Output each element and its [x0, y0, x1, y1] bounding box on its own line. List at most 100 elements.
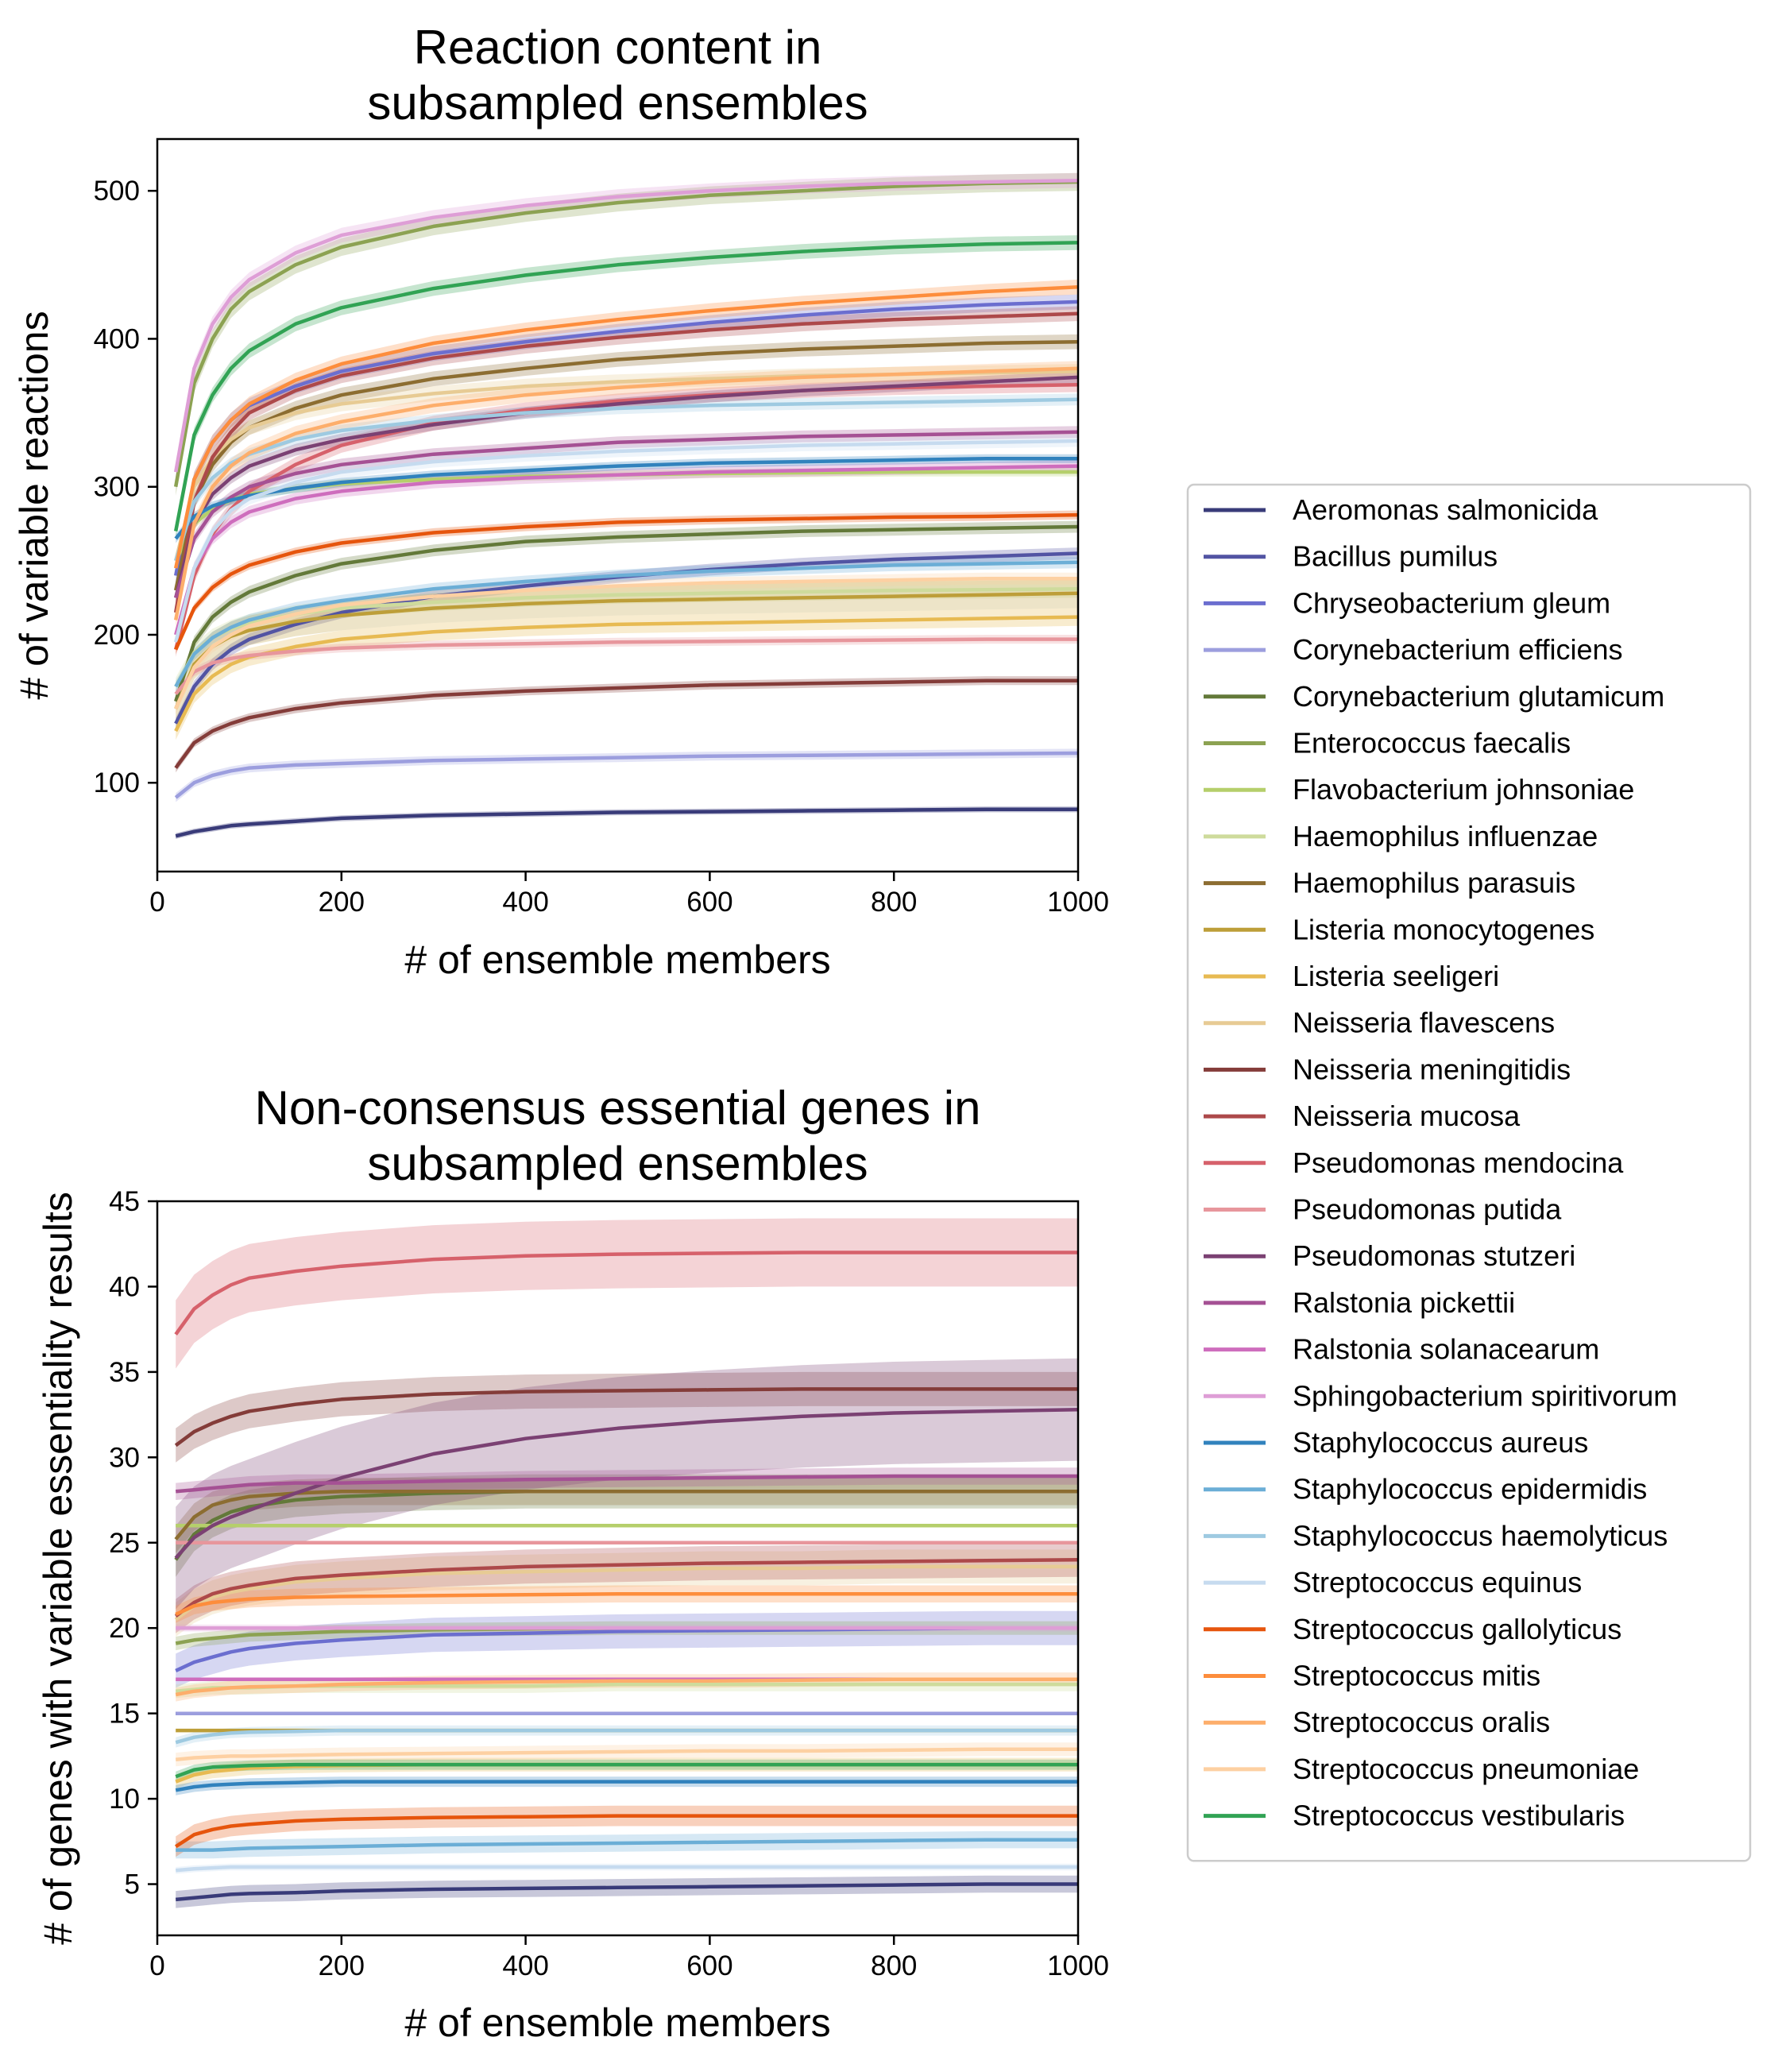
y-tick-label: 40 — [109, 1271, 140, 1302]
band-staphylococcus-epidermidis — [176, 556, 1079, 693]
band-streptococcus-pneumoniae — [176, 1742, 1079, 1767]
plot-area — [173, 172, 1079, 839]
legend-label-streptococcus-gallolyticus: Streptococcus gallolyticus — [1293, 1613, 1621, 1645]
band-corynebacterium-glutamicum — [176, 1474, 1079, 1577]
line-aeromonas-salmonicida — [175, 1882, 1078, 1902]
line-streptococcus-pneumoniae — [174, 576, 1078, 710]
line-staphylococcus-epidermidis — [176, 1838, 1078, 1852]
legend-label-streptococcus-pneumoniae: Streptococcus pneumoniae — [1293, 1753, 1639, 1785]
x-tick-label: 400 — [502, 1950, 548, 1981]
legend-label-bacillus-pumilus: Bacillus pumilus — [1293, 540, 1498, 573]
line-aeromonas-salmonicida — [175, 807, 1078, 838]
line-haemophilus-parasuis — [174, 1490, 1078, 1540]
line-staphylococcus-haemolyticus — [174, 397, 1079, 562]
legend-frame — [1186, 483, 1752, 1862]
band-neisseria-mucosa — [176, 1542, 1079, 1633]
y-tick-label: 300 — [94, 472, 140, 503]
y-tick-label: 25 — [109, 1528, 140, 1559]
legend-label-streptococcus-mitis: Streptococcus mitis — [1293, 1660, 1540, 1692]
y-tick-label: 5 — [125, 1869, 140, 1900]
legend-label-pseudomonas-mendocina: Pseudomonas mendocina — [1293, 1146, 1624, 1179]
legend-label-haemophilus-parasuis: Haemophilus parasuis — [1293, 867, 1575, 899]
band-haemophilus-parasuis — [176, 1478, 1079, 1553]
legend-label-enterococcus-faecalis: Enterococcus faecalis — [1293, 727, 1571, 760]
line-haemophilus-parasuis — [173, 339, 1079, 591]
line-streptococcus-gallolyticus — [174, 1814, 1078, 1849]
line-neisseria-mucosa — [173, 311, 1079, 613]
x-tick-label: 1000 — [1047, 1950, 1109, 1981]
legend-label-corynebacterium-efficiens: Corynebacterium efficiens — [1293, 633, 1623, 666]
band-listeria-seeligeri — [176, 608, 1079, 740]
legend-label-corynebacterium-glutamicum: Corynebacterium glutamicum — [1293, 680, 1664, 713]
line-corynebacterium-glutamicum — [174, 524, 1079, 702]
line-pseudomonas-stutzeri — [174, 375, 1079, 598]
legend-label-streptococcus-equinus: Streptococcus equinus — [1293, 1566, 1582, 1598]
legend-label-staphylococcus-haemolyticus: Staphylococcus haemolyticus — [1293, 1519, 1668, 1552]
line-staphylococcus-epidermidis — [174, 560, 1079, 688]
axes-frame — [156, 137, 1080, 873]
y-tick-label: 45 — [109, 1186, 140, 1217]
legend-label-chryseobacterium-gleum: Chryseobacterium gleum — [1293, 586, 1610, 619]
y-tick-label: 20 — [109, 1613, 140, 1644]
x-tick-label: 400 — [502, 887, 548, 918]
legend-label-listeria-seeligeri: Listeria seeligeri — [1293, 960, 1499, 992]
band-listeria-monocytogenes — [176, 578, 1079, 724]
band-neisseria-meningitidis — [176, 676, 1079, 773]
line-neisseria-flavescens — [174, 1564, 1078, 1622]
chart-title-line: subsampled ensembles — [367, 76, 868, 130]
x-axis-label: # of ensemble members — [404, 2000, 830, 2045]
line-neisseria-meningitidis — [174, 678, 1078, 769]
chart-title-line: Non-consensus essential genes in — [255, 1081, 981, 1135]
x-tick-label: 600 — [686, 887, 732, 918]
line-neisseria-meningitidis — [174, 1387, 1078, 1448]
x-tick-label: 0 — [149, 1950, 164, 1981]
band-pseudomonas-mendocina — [176, 1218, 1079, 1369]
line-streptococcus-pneumoniae — [175, 1747, 1078, 1761]
legend-label-ralstonia-pickettii: Ralstonia pickettii — [1293, 1286, 1515, 1319]
line-staphylococcus-aureus — [175, 1780, 1078, 1792]
essential-genes-chart: Non-consensus essential genes insubsampl… — [36, 1081, 1109, 2045]
legend-label-pseudomonas-putida: Pseudomonas putida — [1293, 1193, 1562, 1226]
line-ralstonia-pickettii — [175, 1474, 1078, 1494]
x-tick-label: 0 — [149, 887, 164, 918]
line-pseudomonas-mendocina — [174, 1251, 1078, 1336]
line-streptococcus-gallolyticus — [174, 512, 1079, 651]
line-streptococcus-vestibularis — [175, 1762, 1078, 1779]
y-tick-label: 15 — [109, 1699, 140, 1730]
y-tick-label: 100 — [94, 767, 140, 798]
y-tick-label: 200 — [94, 620, 140, 651]
y-tick-label: 30 — [109, 1442, 140, 1473]
line-enterococcus-faecalis — [173, 180, 1079, 488]
x-tick-label: 1000 — [1047, 887, 1109, 918]
legend-label-staphylococcus-epidermidis: Staphylococcus epidermidis — [1293, 1473, 1647, 1506]
band-pseudomonas-stutzeri — [176, 1358, 1079, 1610]
line-staphylococcus-aureus — [174, 457, 1078, 540]
legend-label-listeria-monocytogenes: Listeria monocytogenes — [1293, 913, 1594, 945]
line-ralstonia-solanacearum — [174, 464, 1079, 636]
legend-label-flavobacterium-johnsoniae: Flavobacterium johnsoniae — [1293, 773, 1634, 806]
band-streptococcus-mitis — [176, 279, 1079, 576]
line-pseudomonas-stutzeri — [174, 1407, 1079, 1560]
line-neisseria-mucosa — [174, 1558, 1079, 1618]
legend-label-neisseria-flavescens: Neisseria flavescens — [1293, 1007, 1555, 1039]
x-tick-label: 200 — [319, 1950, 365, 1981]
y-tick-label: 10 — [109, 1784, 140, 1815]
legend-label-streptococcus-oralis: Streptococcus oralis — [1293, 1706, 1550, 1738]
legend-label-sphingobacterium-spiritivorum: Sphingobacterium spiritivorum — [1293, 1379, 1677, 1412]
band-chryseobacterium-gleum — [176, 294, 1079, 583]
y-tick-label: 35 — [109, 1357, 140, 1388]
plot-area — [174, 1218, 1079, 1908]
chart-title-line: subsampled ensembles — [367, 1137, 868, 1190]
y-tick-label: 500 — [94, 176, 140, 207]
y-axis-label: # of variable reactions — [12, 311, 56, 699]
line-staphylococcus-haemolyticus — [175, 1728, 1078, 1745]
x-tick-label: 600 — [686, 1950, 732, 1981]
band-pseudomonas-putida — [176, 635, 1079, 699]
line-streptococcus-oralis — [175, 1677, 1078, 1697]
legend: Aeromonas salmonicida Bacillus pumilus Chr… — [1186, 483, 1752, 1862]
line-streptococcus-vestibularis — [173, 241, 1079, 532]
line-streptococcus-equinus — [174, 439, 1079, 643]
x-tick-label: 800 — [871, 887, 917, 918]
